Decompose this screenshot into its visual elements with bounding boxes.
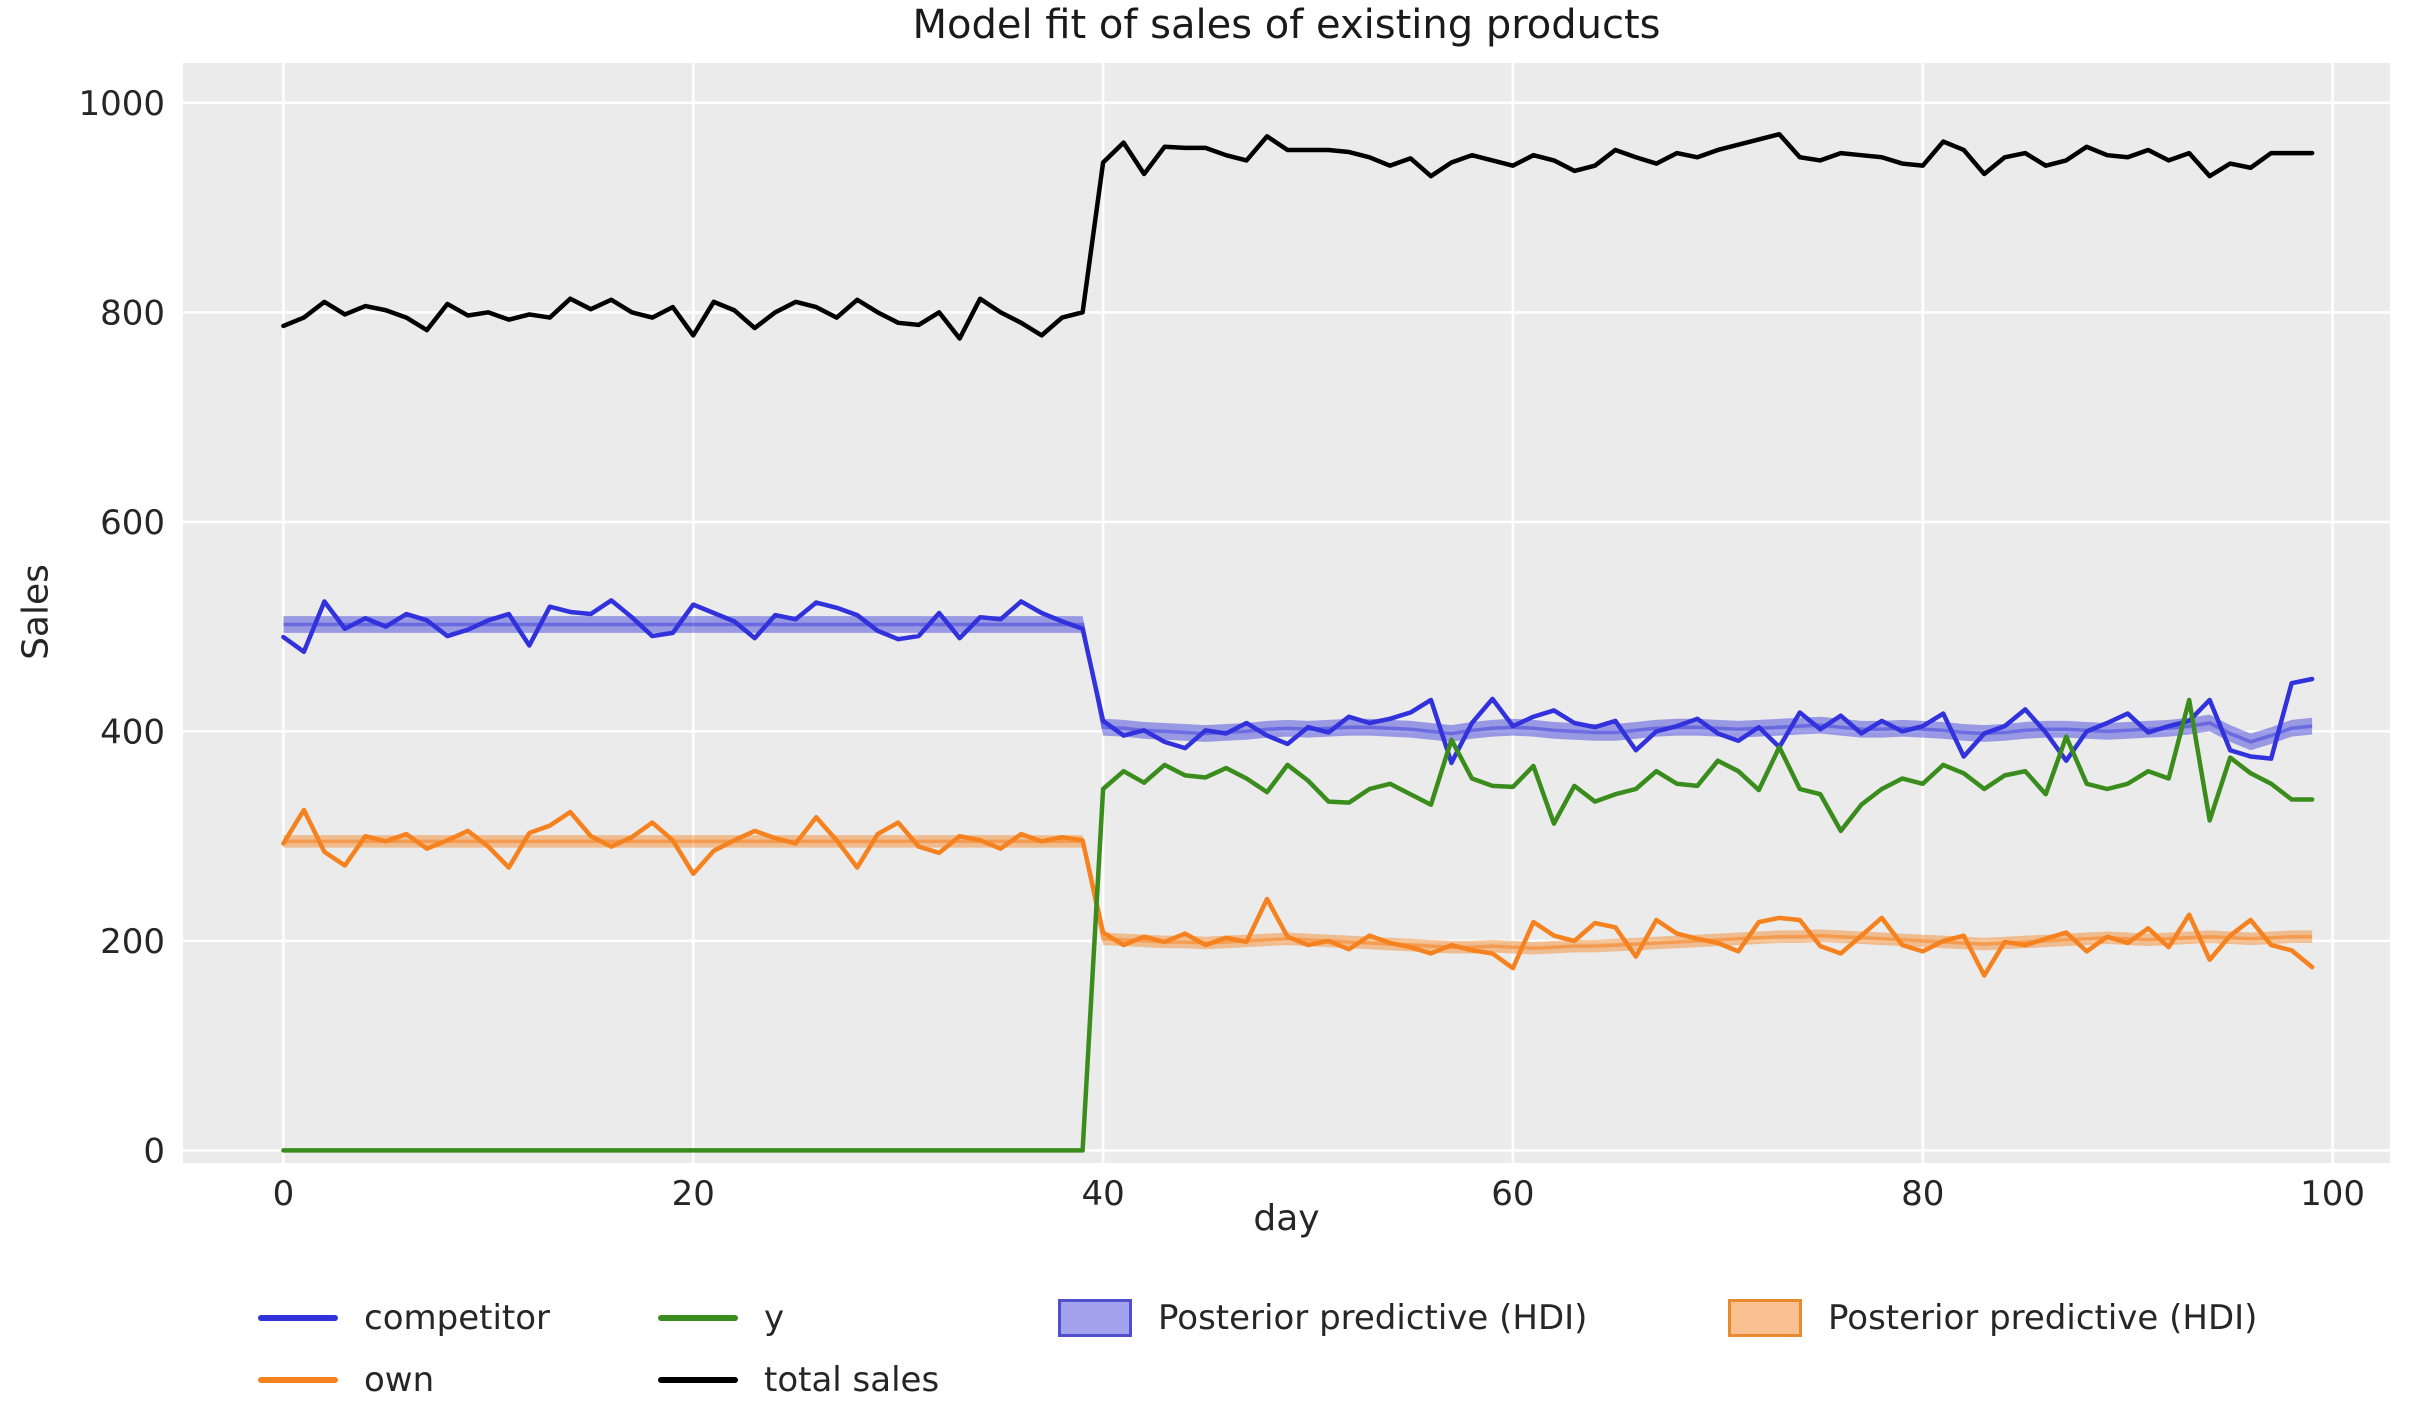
legend-item-competitor: competitor: [258, 1292, 550, 1344]
x-tick-label: 0: [273, 1174, 295, 1214]
legend-line-swatch-y: [658, 1315, 738, 1321]
y-tick-label: 200: [100, 922, 165, 962]
legend-patch-swatch-blue: [1058, 1299, 1132, 1337]
legend-label-posterior-predictive-hdi-orange: Posterior predictive (HDI): [1828, 1298, 2258, 1338]
legend-label-competitor: competitor: [364, 1298, 551, 1338]
x-tick-label: 80: [1901, 1174, 1944, 1214]
x-tick-label: 20: [672, 1174, 715, 1214]
y-tick-label: 400: [100, 712, 165, 752]
legend-label-posterior-predictive-hdi-blue: Posterior predictive (HDI): [1158, 1298, 1588, 1338]
x-axis-label: day: [1253, 1198, 1320, 1239]
hdi-band-0: [283, 616, 2313, 751]
legend-label-y: y: [764, 1298, 785, 1338]
legend-item-own: own: [258, 1354, 434, 1406]
chart-title: Model fit of sales of existing products: [912, 2, 1661, 48]
y-tick-label: 1000: [78, 84, 165, 124]
legend-item-posterior-predictive-hdi-blue: Posterior predictive (HDI): [1058, 1292, 1587, 1344]
x-tick-label: 40: [1081, 1174, 1124, 1214]
y-tick-label: 800: [100, 293, 165, 333]
x-tick-label: 60: [1491, 1174, 1534, 1214]
y-tick-label: 600: [100, 503, 165, 543]
legend-line-swatch-total-sales: [658, 1377, 738, 1383]
y-tick-label: 0: [143, 1131, 165, 1171]
legend-patch-swatch-orange: [1728, 1299, 1802, 1337]
series-line-own: [281, 807, 2315, 978]
legend-item-y: y: [658, 1292, 784, 1344]
legend-line-swatch-competitor: [258, 1315, 338, 1321]
series-line-competitor: [281, 598, 2315, 766]
legend-item-total-sales: total sales: [658, 1354, 939, 1406]
series-line-y: [281, 697, 2315, 1153]
legend-item-posterior-predictive-hdi-orange: Posterior predictive (HDI): [1728, 1292, 2257, 1344]
plot-background: [183, 63, 2390, 1163]
legend-line-swatch-own: [258, 1377, 338, 1383]
series-line-total-sales: [281, 131, 2315, 341]
legend-label-total-sales: total sales: [764, 1360, 940, 1400]
x-tick-label: 100: [2300, 1174, 2365, 1214]
legend-label-own: own: [364, 1360, 435, 1400]
hdi-mean-line-0: [283, 622, 2313, 744]
